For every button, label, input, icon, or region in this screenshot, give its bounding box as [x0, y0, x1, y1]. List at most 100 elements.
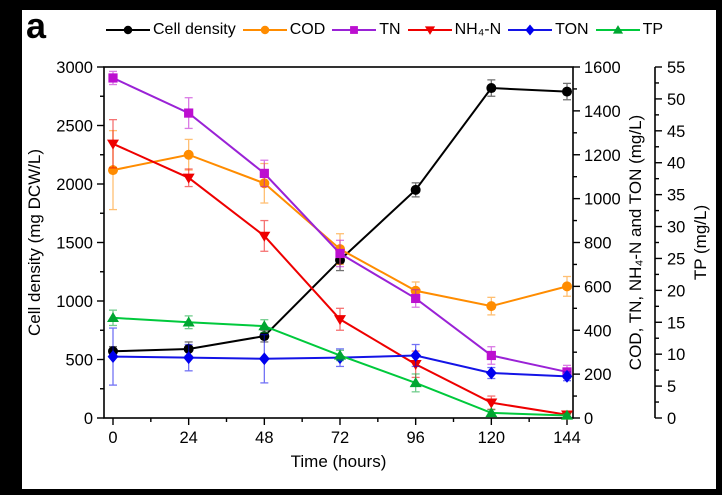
data-point-marker — [486, 350, 496, 361]
legend-marker — [525, 24, 535, 36]
legend-item: NH₄-N — [407, 21, 502, 39]
data-point-marker — [561, 409, 573, 420]
data-point-marker — [182, 316, 195, 327]
triangle-up-legend-icon — [595, 25, 640, 34]
data-point-marker — [562, 86, 572, 97]
data-point-marker — [485, 407, 498, 418]
left-axis-tick-label: 500 — [65, 352, 93, 370]
data-point-marker — [107, 312, 119, 323]
data-point-marker — [561, 369, 573, 383]
x-axis-tick-label: 72 — [331, 429, 349, 447]
right-axis-tick-label: 600 — [584, 278, 612, 296]
x-axis-tick-label: 96 — [406, 429, 424, 447]
data-point-marker — [485, 366, 497, 380]
triangle-down-legend-icon — [407, 26, 452, 35]
legend-marker — [350, 26, 359, 34]
tp-axis-tick-label: 15 — [667, 314, 685, 332]
left-axis-tick-label: 2000 — [56, 176, 93, 194]
data-point-marker — [410, 349, 422, 362]
legend-label: Cell density — [153, 21, 236, 38]
plot-frame — [103, 66, 574, 419]
tp-axis-tick-label: 30 — [667, 219, 685, 237]
legend: Cell density COD TN NH₄-N TON TP — [106, 21, 663, 39]
tp-axis-tick-label: 25 — [667, 250, 685, 268]
legend-label: NH₄-N — [454, 21, 502, 38]
data-point-marker — [335, 248, 345, 259]
legend-item: Cell density — [106, 21, 236, 39]
circle-legend-icon — [106, 25, 150, 35]
x-axis-tick-label: 120 — [478, 429, 506, 447]
left-axis-tick-label: 1000 — [56, 293, 93, 311]
right-axis-tick-label: 1600 — [584, 59, 621, 77]
right-axis-tick-label: 1200 — [584, 147, 621, 165]
right-axis-tick-label: 800 — [584, 235, 612, 253]
data-point-marker — [258, 320, 271, 331]
data-point-marker — [184, 108, 194, 118]
legend-marker — [123, 25, 133, 35]
diamond-legend-icon — [508, 24, 553, 36]
legend-item: TON — [508, 21, 589, 39]
data-point-marker — [183, 351, 195, 365]
tp-axis-tick-label: 45 — [667, 123, 685, 141]
data-point-marker — [259, 168, 269, 178]
data-point-marker — [485, 398, 498, 409]
series-line — [112, 153, 568, 308]
data-point-marker — [334, 349, 346, 360]
legend-label: TP — [642, 21, 664, 38]
series-tp — [107, 309, 573, 420]
legend-item: TN — [332, 21, 401, 39]
left-axis-title: Cell density (mg DCW/L) — [25, 149, 44, 336]
tp-axis-tick-label: 40 — [667, 155, 685, 173]
right-axis-title: COD, TN, NH₄-N and TON (mg/L) — [626, 115, 645, 370]
data-point-marker — [258, 352, 270, 366]
x-axis-tick-label: 144 — [553, 429, 581, 447]
data-point-marker — [183, 149, 194, 160]
right-axis-tick-label: 200 — [584, 366, 612, 384]
legend-label: COD — [289, 21, 326, 38]
series-cod — [108, 129, 572, 316]
x-axis-tick-label: 0 — [108, 429, 117, 447]
legend-marker — [260, 25, 269, 35]
x-axis-title: Time (hours) — [291, 452, 387, 471]
left-axis-tick-label: 0 — [84, 410, 93, 428]
right-axis-tick-label: 1400 — [584, 103, 621, 121]
data-point-marker — [486, 301, 497, 312]
data-point-marker — [334, 315, 346, 326]
square-legend-icon — [332, 26, 377, 34]
circle-legend-icon — [242, 25, 287, 35]
legend-label: TN — [379, 21, 401, 38]
tp-axis-tick-label: 35 — [667, 187, 685, 205]
data-point-marker — [409, 377, 422, 388]
legend-label: TON — [555, 21, 589, 38]
data-point-marker — [107, 139, 119, 150]
tp-axis-tick-label: 0 — [667, 410, 676, 428]
x-axis-tick-label: 24 — [179, 429, 197, 447]
data-point-marker — [108, 73, 118, 83]
tp-axis-tick-label: 55 — [667, 59, 685, 77]
data-point-marker — [562, 281, 572, 292]
right-axis-tick-label: 400 — [584, 322, 612, 340]
tp-axis-title: TP (mg/L) — [691, 205, 710, 280]
left-axis-tick-label: 2500 — [56, 118, 93, 136]
legend-item: COD — [242, 21, 326, 39]
left-axis-tick-label: 1500 — [56, 235, 93, 253]
legend-item: TP — [595, 21, 664, 39]
legend-marker — [612, 25, 623, 34]
series-tn — [108, 70, 572, 380]
right-axis-tick-label: 1000 — [584, 191, 621, 209]
panel-label: a — [26, 5, 47, 46]
data-point-marker — [258, 231, 271, 242]
data-point-marker — [486, 83, 497, 94]
data-point-marker — [107, 350, 119, 363]
tp-axis-tick-label: 20 — [667, 282, 685, 300]
right-axis-tick-label: 0 — [584, 410, 593, 428]
left-axis-tick-label: 3000 — [56, 59, 93, 77]
legend-marker — [424, 26, 435, 35]
data-point-marker — [410, 184, 421, 195]
tp-axis-tick-label: 10 — [667, 346, 685, 364]
x-axis-tick-label: 48 — [255, 429, 273, 447]
tp-axis-tick-label: 5 — [667, 378, 676, 396]
tp-axis-tick-label: 50 — [667, 91, 685, 109]
data-point-marker — [182, 173, 195, 184]
